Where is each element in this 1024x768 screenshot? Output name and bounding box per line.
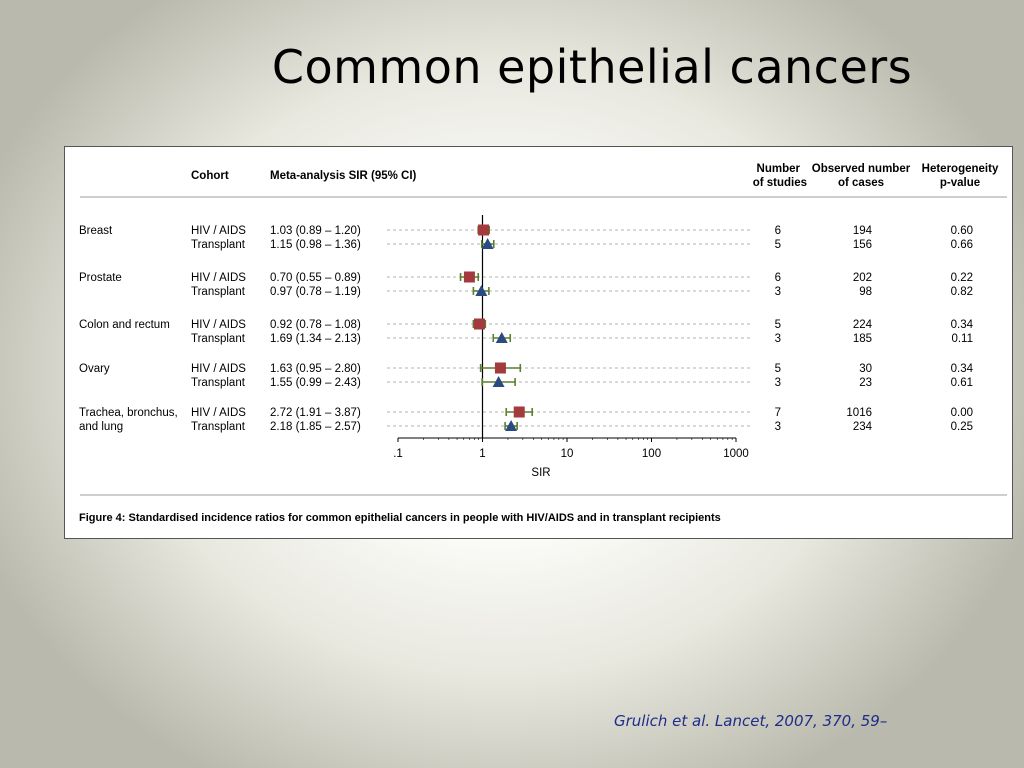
ci-text: 1.15 (0.98 – 1.36) [270,239,361,251]
cases-value: 224 [853,319,873,331]
studies-value: 3 [775,377,781,389]
header-cohort: Cohort [191,170,229,182]
cases-value: 98 [859,286,872,298]
studies-value: 3 [775,333,781,345]
ci-text: 0.92 (0.78 – 1.08) [270,319,361,331]
cancer-label: Colon and rectum [79,319,170,331]
studies-value: 6 [775,225,781,237]
point-estimate-square [513,406,525,418]
studies-value: 3 [775,286,781,298]
studies-value: 5 [775,239,781,251]
p-value: 0.22 [951,272,973,284]
p-value: 0.82 [951,286,973,298]
point-estimate-square [463,271,475,283]
cases-value: 23 [859,377,872,389]
header-cases-line1: Observed number [812,163,911,175]
plot-area: .1 1 10 100 1000 [387,215,751,460]
studies-value: 5 [775,363,781,375]
table-rows: Breast HIV / AIDS 1.03 (0.89 – 1.20) 6 194 0.… [79,225,974,433]
header-cases-line2: of cases [838,177,884,189]
cohort-label: Transplant [191,333,246,345]
cancer-label: and lung [79,421,123,433]
studies-value: 3 [775,421,781,433]
ci-text: 1.63 (0.95 – 2.80) [270,363,361,375]
point-estimate-triangle [492,376,505,387]
p-value: 0.11 [951,333,973,345]
header-meta-analysis: Meta-analysis SIR (95% CI) [270,170,417,182]
cases-value: 185 [853,333,872,345]
point-estimate-square [473,318,485,330]
point-estimate-triangle [481,238,494,249]
ci-text: 2.72 (1.91 – 3.87) [270,407,361,419]
forest-plot-figure: Cohort Meta-analysis SIR (95% CI) Number… [64,146,1013,539]
studies-value: 6 [775,272,781,284]
cohort-label: HIV / AIDS [191,363,246,375]
x-tick-label: 1 [479,448,485,460]
p-value: 0.34 [951,319,974,331]
ci-text: 0.97 (0.78 – 1.19) [270,286,361,298]
cohort-label: Transplant [191,239,246,251]
cohort-label: HIV / AIDS [191,225,246,237]
cancer-label: Breast [79,225,113,237]
ci-text: 1.03 (0.89 – 1.20) [270,225,361,237]
cases-value: 1016 [846,407,872,419]
slide-title: Common epithelial cancers [271,40,913,94]
p-value: 0.25 [951,421,973,433]
point-estimate-square [478,224,490,236]
ci-text: 1.55 (0.99 – 2.43) [270,377,361,389]
ci-text: 0.70 (0.55 – 0.89) [270,272,361,284]
cohort-label: HIV / AIDS [191,407,246,419]
cancer-label: Trachea, bronchus, [79,407,178,419]
x-tick-label: 1000 [723,448,749,460]
x-tick-label: 100 [642,448,661,460]
ci-text: 1.69 (1.34 – 2.13) [270,333,361,345]
cohort-label: HIV / AIDS [191,319,246,331]
studies-value: 5 [775,319,781,331]
header-hetero-line2: p-value [940,177,980,189]
cases-value: 156 [853,239,872,251]
point-estimate-triangle [495,332,508,343]
header-studies-line2: of studies [753,177,807,189]
cases-value: 194 [853,225,873,237]
cohort-label: HIV / AIDS [191,272,246,284]
header-hetero-line1: Heterogeneity [922,163,999,175]
header-studies-line1: Number [757,163,801,175]
point-estimate-triangle [505,420,518,431]
point-estimate-square [494,362,506,374]
cohort-label: Transplant [191,286,246,298]
cohort-label: Transplant [191,377,246,389]
cases-value: 202 [853,272,872,284]
p-value: 0.34 [951,363,974,375]
ci-text: 2.18 (1.85 – 2.57) [270,421,361,433]
p-value: 0.00 [951,407,973,419]
x-tick-label: .1 [393,448,403,460]
cases-value: 234 [853,421,873,433]
citation: Grulich et al. Lancet, 2007, 370, 59– [614,712,888,730]
cohort-label: Transplant [191,421,246,433]
p-value: 0.61 [951,377,973,389]
forest-plot: Cohort Meta-analysis SIR (95% CI) Number… [79,163,1007,524]
cases-value: 30 [859,363,872,375]
cancer-label: Prostate [79,272,122,284]
p-value: 0.66 [951,239,973,251]
cancer-label: Ovary [79,363,110,375]
x-tick-label: 10 [561,448,574,460]
point-estimate-triangle [475,285,488,296]
x-axis-label: SIR [531,467,550,479]
studies-value: 7 [775,407,781,419]
figure-caption: Figure 4: Standardised incidence ratios … [79,512,721,524]
p-value: 0.60 [951,225,973,237]
